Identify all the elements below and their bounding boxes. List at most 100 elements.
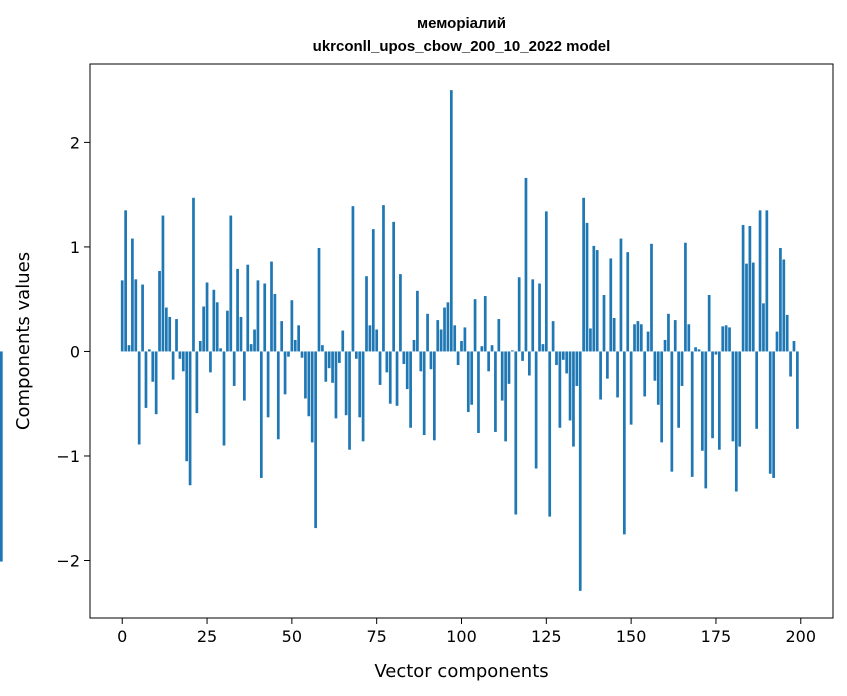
bar-24 (202, 306, 206, 352)
bar-52 (297, 325, 300, 352)
y-tick-label: −1 (56, 447, 80, 466)
bar-12 (161, 215, 165, 352)
bar-80 (392, 221, 395, 352)
bar-172 (704, 351, 708, 489)
bar-116 (514, 351, 518, 515)
bar-39 (253, 329, 256, 352)
y-tick-label: 0 (70, 342, 80, 361)
bar-78 (385, 351, 389, 373)
bar-9 (151, 351, 155, 382)
bar-133 (572, 351, 575, 447)
bar-44 (270, 261, 273, 352)
bar-177 (721, 326, 725, 352)
bar-58 (317, 247, 321, 352)
bar-4 (134, 279, 138, 352)
bar-98 (453, 325, 457, 352)
bar-99 (456, 351, 460, 366)
bar-166 (684, 242, 687, 352)
bar-146 (616, 351, 619, 398)
bar-87 (416, 290, 419, 352)
bar-112 (500, 351, 504, 401)
bar-163 (673, 320, 677, 352)
bar-1 (124, 210, 127, 352)
bar-104 (473, 299, 477, 352)
bar-64 (338, 351, 341, 363)
x-tick-label: 75 (367, 627, 387, 646)
bar-85 (409, 351, 412, 428)
bar-122 (534, 351, 538, 469)
bar-149 (626, 252, 630, 352)
bar-54 (304, 351, 307, 399)
bar-51 (293, 339, 297, 352)
bar-130 (561, 351, 565, 360)
bar-86 (412, 339, 416, 352)
bar-22 (195, 351, 199, 414)
bar-90 (426, 313, 429, 352)
bar-97 (449, 90, 453, 352)
x-axis: 0 25 50 75 100 125 150 175 200 (117, 618, 816, 646)
x-tick-label: 100 (446, 627, 477, 646)
bar-188 (758, 210, 762, 352)
bar-161 (667, 313, 670, 352)
bar-138 (589, 328, 592, 352)
bar-16 (175, 319, 178, 352)
y-tick-label: 2 (70, 133, 80, 152)
bar-89 (422, 351, 426, 436)
bar-156 (650, 243, 653, 352)
bar-169 (694, 347, 697, 352)
bar-55 (307, 351, 311, 417)
bar-140 (595, 250, 599, 352)
bar-63 (334, 351, 338, 419)
bar-194 (779, 247, 782, 352)
y-tick-label: −2 (56, 552, 80, 571)
bar-47 (280, 321, 284, 352)
bar-105 (477, 351, 480, 433)
bar-162 (670, 351, 674, 472)
bar-157 (653, 351, 657, 381)
bar-3 (131, 238, 134, 352)
bar-143 (606, 351, 609, 379)
bar-series (0, 90, 799, 591)
bar-6 (141, 284, 144, 352)
bar-147 (619, 238, 623, 352)
bar-174 (711, 351, 714, 439)
bar-21 (192, 197, 195, 352)
bar-83 (402, 351, 406, 364)
bar-45 (273, 293, 277, 352)
bar-42 (263, 283, 267, 352)
bar-153 (639, 324, 643, 352)
bar-142 (602, 295, 606, 352)
bar-164 (677, 351, 680, 428)
bar-93 (436, 320, 440, 352)
bar-113 (504, 351, 507, 442)
bar-128 (555, 351, 558, 366)
bar-7 (144, 351, 148, 408)
bar-151 (633, 324, 636, 352)
bar-155 (646, 331, 650, 352)
bar-68 (351, 206, 355, 352)
bar-70 (358, 351, 362, 418)
bar-50 (290, 300, 294, 352)
bar-23 (198, 341, 202, 352)
bar-190 (765, 210, 769, 352)
bar-117 (517, 277, 521, 352)
x-axis-label: Vector components (374, 661, 548, 682)
bar-183 (741, 224, 745, 352)
bar-17 (178, 351, 182, 359)
chart-title-line1: меморіалий (417, 15, 506, 32)
bar-2 (127, 345, 131, 352)
bar-127 (551, 321, 555, 352)
bar-170 (697, 349, 701, 352)
x-tick-label: 200 (785, 627, 816, 646)
bar-59 (321, 345, 324, 352)
bar-137 (585, 222, 589, 352)
bar-179 (728, 327, 731, 352)
bar-152 (636, 321, 640, 352)
bar-69 (354, 351, 358, 359)
bar-135 (578, 351, 582, 591)
bar-180 (731, 351, 735, 442)
bar-11 (158, 270, 161, 352)
bar-84 (405, 351, 409, 390)
bar-160 (663, 339, 667, 352)
bar-118 (521, 351, 524, 361)
